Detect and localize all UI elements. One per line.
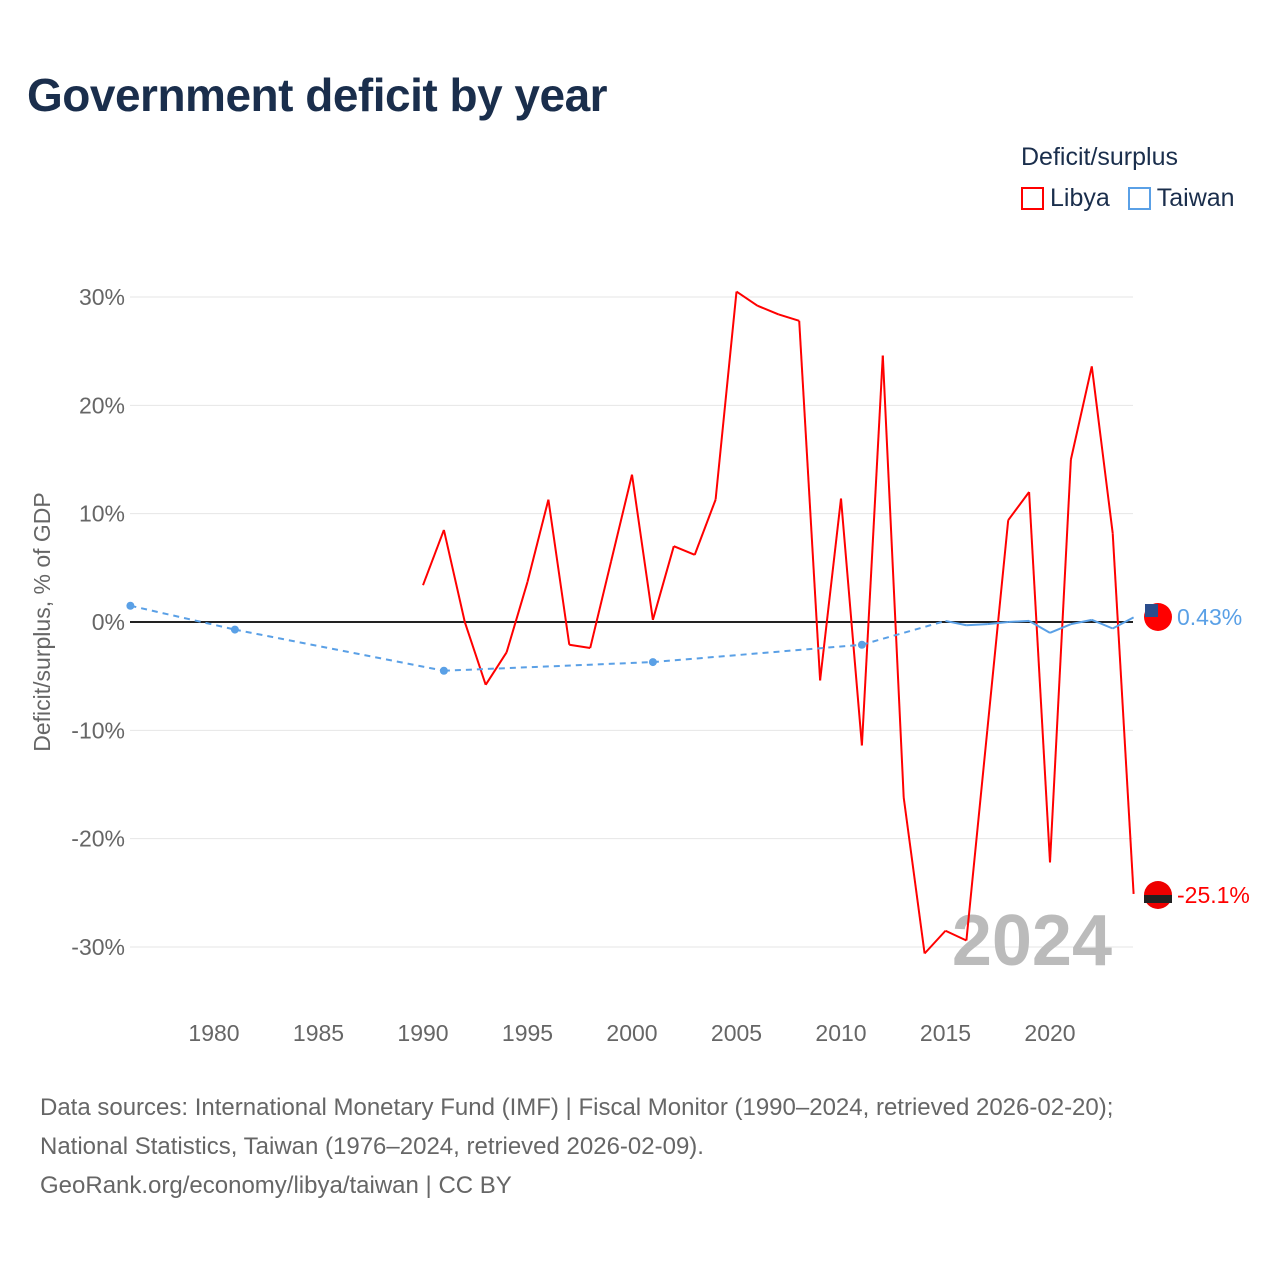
x-tick-label: 1995 (502, 1020, 553, 1046)
taiwan-segment (443, 661, 653, 672)
sources: Data sources: International Monetary Fun… (40, 1088, 1113, 1205)
libya-segment (735, 290, 758, 307)
legend-item-libya[interactable]: Libya (1021, 184, 1110, 213)
libya-segment (757, 304, 779, 316)
y-tick-label: -10% (71, 717, 125, 743)
taiwan-segment (987, 621, 1009, 626)
y-tick-label: -30% (71, 934, 125, 960)
y-tick-label: 20% (79, 392, 125, 418)
libya-segment (945, 929, 967, 942)
libya-segment (1069, 366, 1093, 460)
taiwan-segment (1091, 618, 1114, 630)
libya-segment (569, 643, 591, 649)
libya-segment (1111, 533, 1135, 894)
taiwan-point (857, 640, 866, 649)
libya-segment (986, 520, 1010, 731)
x-tick-label: 2005 (711, 1020, 762, 1046)
libya-segment (442, 529, 466, 623)
taiwan-point (126, 601, 135, 610)
libya-segment (923, 930, 947, 955)
legend-label: Taiwan (1156, 184, 1235, 212)
libya-segment (840, 498, 863, 746)
taiwan-segment (1070, 618, 1093, 626)
libya-segment (463, 621, 487, 686)
source-line: Data sources: International Monetary Fun… (40, 1094, 1114, 1121)
x-tick-label: 1980 (188, 1020, 239, 1046)
libya-segment (1090, 366, 1114, 534)
chart-title: Government deficit by year (27, 69, 608, 121)
taiwan-point (230, 625, 239, 634)
libya-segment (881, 355, 905, 798)
y-tick-label: 30% (79, 284, 125, 310)
libya-segment (860, 355, 884, 746)
taiwan-segment (1008, 619, 1030, 623)
legend-item-taiwan[interactable]: Taiwan (1127, 184, 1235, 213)
x-tick-label: 2015 (920, 1020, 971, 1046)
taiwan-point (648, 658, 657, 667)
taiwan-swatch (1127, 187, 1151, 210)
taiwan-segment (1028, 620, 1051, 634)
taiwan-segment (966, 623, 988, 627)
libya-segment (902, 797, 926, 954)
taiwan-segment (1049, 623, 1072, 634)
legend-title: Deficit/surplus (1021, 143, 1178, 171)
source-line: National Statistics, Taiwan (1976–2024, … (40, 1133, 704, 1160)
taiwan-segment (234, 628, 445, 672)
x-tick-label: 1990 (397, 1020, 448, 1046)
taiwan-segment (861, 619, 946, 646)
y-axis-label: Deficit/surplus, % of GDP (29, 492, 55, 751)
libya-segment (819, 498, 842, 681)
libya-segment (714, 291, 738, 500)
legend-label: Libya (1050, 184, 1110, 212)
libya-segment (651, 545, 675, 621)
x-tick-label: 2010 (815, 1020, 866, 1046)
libya-segment (589, 561, 613, 649)
taiwan-segment (945, 619, 967, 627)
taiwan-segment (1112, 616, 1135, 630)
taiwan-point (439, 666, 448, 675)
line-chart: 30% 20% 10% 0% -10% -20% -30% 1980 1985 1990 1995 2… (29, 284, 1250, 1046)
x-tick-label: 2000 (606, 1020, 657, 1046)
taiwan-end-label: 0.43% (1177, 604, 1242, 630)
libya-segment (610, 474, 633, 562)
libya-segment (422, 529, 445, 586)
libya-segment (547, 499, 571, 645)
libya-segment (673, 545, 696, 556)
libya-segment (965, 730, 989, 941)
libya-segment (484, 651, 508, 686)
taiwan-segment (130, 604, 236, 631)
libya-flag-stripe (1144, 895, 1172, 903)
taiwan-segment (652, 643, 862, 664)
libya-segment (505, 581, 529, 653)
year-watermark: 2024 (952, 901, 1112, 981)
libya-segment (631, 474, 654, 620)
libya-segment (1007, 491, 1030, 521)
libya-swatch (1021, 187, 1044, 210)
libya-segment (778, 313, 800, 322)
libya-segment (1049, 459, 1072, 863)
libya-segment (526, 499, 550, 583)
legend: Deficit/surplus Libya Taiwan (1021, 143, 1235, 213)
libya-segment (1028, 491, 1051, 863)
libya-end-label: -25.1% (1177, 882, 1250, 908)
taiwan-flag-canton (1145, 604, 1158, 617)
y-tick-label: 0% (92, 609, 125, 635)
y-tick-label: -20% (71, 826, 125, 852)
y-tick-label: 10% (79, 501, 125, 527)
libya-segment (798, 320, 822, 681)
libya-segment (693, 499, 717, 556)
x-tick-label: 1985 (293, 1020, 344, 1046)
source-link[interactable]: GeoRank.org/economy/libya/taiwan | CC BY (40, 1172, 512, 1199)
x-tick-label: 2020 (1024, 1020, 1075, 1046)
